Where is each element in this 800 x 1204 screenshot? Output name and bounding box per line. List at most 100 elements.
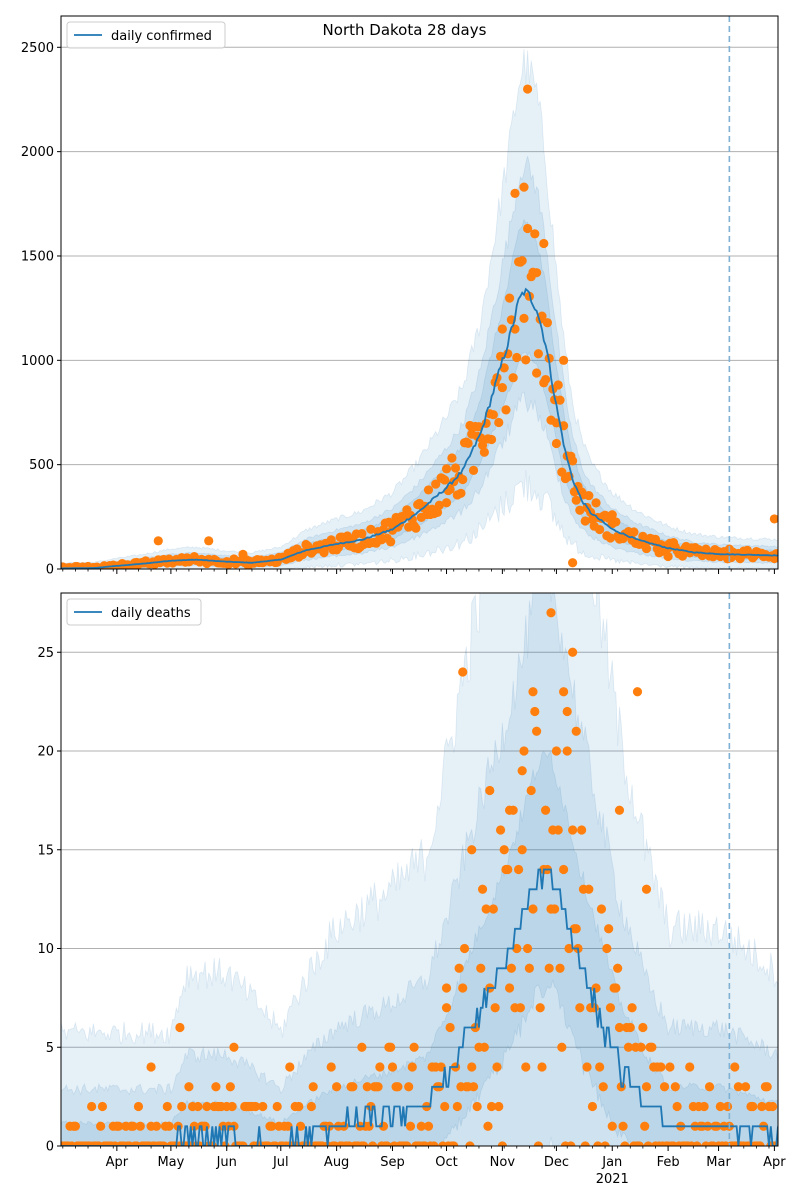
observation-point: [568, 647, 578, 657]
observation-point: [504, 983, 515, 993]
x-year-label: 2021: [596, 1172, 629, 1187]
observation-point: [440, 1101, 450, 1112]
observation-point: [632, 687, 643, 697]
uncertainty-band: [61, 48, 778, 569]
observation-point: [656, 1062, 666, 1072]
observation-point: [508, 373, 518, 383]
observation-point: [135, 1121, 145, 1131]
observation-point: [423, 1121, 434, 1131]
observation-point: [733, 1082, 743, 1092]
observation-point: [551, 746, 562, 756]
observation-point: [445, 1022, 455, 1033]
observation-point: [568, 456, 578, 466]
observation-point: [542, 318, 553, 328]
observation-point: [159, 1141, 169, 1146]
observation-point: [513, 864, 524, 875]
observation-point: [571, 495, 581, 505]
observation-point: [557, 1042, 567, 1052]
observation-point: [659, 1082, 670, 1092]
observation-point: [211, 1082, 221, 1092]
observation-point: [559, 864, 569, 875]
observation-point: [512, 352, 522, 363]
observation-point: [477, 884, 488, 894]
x-tick-label: Jan: [601, 1155, 622, 1170]
observation-point: [490, 1003, 500, 1013]
observation-point: [368, 1141, 378, 1146]
observation-point: [497, 324, 507, 334]
observation-point: [530, 706, 540, 717]
observation-point: [528, 904, 538, 914]
observation-point: [546, 608, 556, 618]
observation-point: [571, 726, 581, 736]
trend-line: [61, 287, 778, 569]
observation-point: [359, 1141, 369, 1146]
observation-point: [643, 1141, 653, 1146]
observation-point: [151, 1121, 162, 1131]
observation-point: [481, 904, 491, 914]
observation-point: [238, 1141, 248, 1146]
observation-point: [393, 1082, 403, 1092]
observation-point: [519, 746, 529, 756]
observation-point: [519, 182, 529, 192]
observation-point: [614, 1022, 625, 1033]
observation-point: [638, 1022, 648, 1033]
observation-point: [296, 1121, 306, 1131]
observation-point: [146, 1062, 156, 1072]
observation-point: [97, 1101, 108, 1112]
y-tick-label: 2000: [21, 145, 54, 160]
observation-point: [577, 825, 587, 835]
observation-point: [476, 963, 486, 973]
observation-point: [348, 1082, 358, 1092]
observation-point: [607, 1121, 617, 1131]
observation-point: [551, 438, 562, 449]
observation-point: [386, 1042, 396, 1052]
observation-point: [596, 904, 607, 914]
x-tick-label: Mar: [706, 1155, 731, 1170]
observation-point: [87, 1101, 97, 1112]
observation-point: [283, 1121, 293, 1131]
observation-point: [332, 1082, 342, 1092]
observation-point: [495, 825, 506, 835]
deaths-panel: 0 5 10 15 20 25 Apr May Jun Jul Aug Sep Oct Nov Dec Jan…: [37, 592, 786, 1187]
observation-point: [641, 884, 652, 894]
observation-point: [715, 1101, 725, 1112]
observation-point: [258, 1101, 268, 1112]
observation-point: [70, 1121, 81, 1131]
observation-point: [559, 687, 569, 697]
x-tick-label: Sep: [380, 1155, 405, 1170]
observation-point: [533, 1141, 543, 1146]
observation-point: [510, 188, 520, 198]
observation-point: [604, 924, 614, 934]
x-tick-label: Feb: [657, 1155, 680, 1170]
observation-point: [767, 1101, 778, 1112]
observation-point: [740, 1082, 751, 1092]
observation-point: [627, 1003, 637, 1013]
observation-point: [486, 434, 497, 445]
observation-point: [472, 1101, 482, 1112]
legend-box: [66, 598, 202, 626]
y-tick-label: 10: [37, 942, 54, 957]
observation-point: [757, 1101, 767, 1112]
observation-point: [128, 1121, 138, 1131]
observation-point: [227, 1101, 237, 1112]
y-tick-label: 2500: [21, 41, 54, 56]
observation-point: [479, 1042, 489, 1052]
legend-box: [66, 21, 226, 49]
observation-point: [204, 536, 214, 546]
observation-point: [485, 785, 495, 796]
observation-point: [580, 516, 590, 526]
observation-point: [618, 1121, 628, 1131]
observation-point: [614, 805, 625, 815]
observation-point: [440, 475, 450, 485]
observation-point: [531, 268, 542, 278]
observation-point: [450, 463, 461, 473]
observation-point: [584, 490, 594, 501]
observation-point: [441, 983, 452, 993]
observation-point: [517, 766, 527, 776]
observation-point: [531, 726, 542, 736]
observation-point: [541, 805, 551, 815]
observation-point: [522, 943, 533, 954]
observation-point: [447, 453, 457, 463]
observation-point: [465, 1141, 475, 1146]
observation-point: [319, 548, 329, 558]
